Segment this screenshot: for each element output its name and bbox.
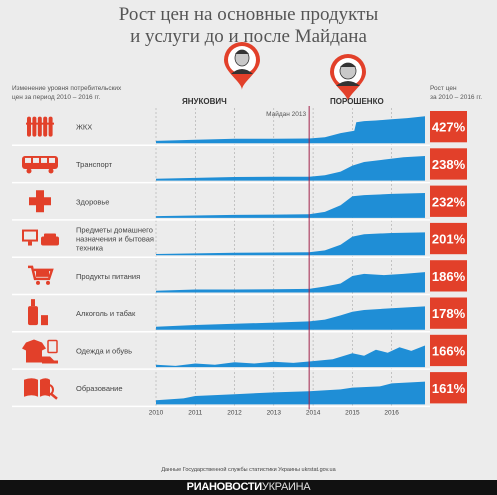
chart-title-line2: и услуги до и после Майдана (130, 26, 367, 47)
total-value: 427% (432, 120, 466, 135)
yanukovych-portrait-icon (231, 49, 253, 74)
tram-icon (22, 155, 58, 174)
series-area (156, 381, 425, 405)
chart-row: Образование 161% (12, 372, 467, 408)
total-value: 232% (432, 194, 466, 209)
x-tick-label: 2010 (149, 409, 164, 416)
source-note: Данные Государственной службы статистики… (161, 467, 336, 473)
chart-row: Здоровье 232% (12, 185, 467, 221)
clothes-shoes-icon (22, 339, 58, 364)
chart-row: Одежда и обувь 166% (12, 334, 467, 370)
category-label: Алкоголь и табак (76, 309, 136, 318)
total-badge (430, 260, 467, 292)
bottle-glass-icon (28, 299, 48, 326)
x-tick-label: 2011 (188, 409, 202, 416)
radiator-icon (26, 116, 54, 137)
total-value: 201% (432, 232, 466, 247)
category-label: Предметы домашнего назначения и бытовая те… (76, 226, 154, 253)
x-tick-label: 2013 (267, 409, 282, 416)
x-axis: 2010 2011 2012 2013 2014 2015 2016 (149, 409, 399, 416)
total-value: 186% (432, 269, 466, 284)
total-badge (430, 297, 467, 329)
yanukovych-marker (224, 42, 260, 90)
poroshenko-portrait-icon (336, 62, 360, 86)
chart-row: Транспорт 238% (12, 148, 467, 184)
footer-brand-secondary: УКРАИНА (261, 481, 311, 493)
footer-brand-main: РИАНОВОСТИ (186, 481, 263, 493)
total-badge (430, 148, 467, 180)
category-label: ЖКХ (76, 123, 92, 132)
left-header-line2: цен за период 2010 – 2016 гг. (12, 94, 100, 101)
series-area (156, 116, 425, 144)
chart-rows: ЖКХ 427% Транспорт 238% Здоровье 232% Предметы… (12, 111, 467, 408)
x-tick-label: 2012 (227, 409, 242, 416)
footer-brand: РИАНОВОСТИУКРАИНА (0, 480, 497, 495)
chart-row: ЖКХ 427% (12, 111, 467, 147)
total-badge (430, 372, 467, 404)
medical-cross-icon (29, 190, 51, 213)
x-tick-label: 2016 (384, 409, 399, 416)
chart-title-line1: Рост цен на основные продукты (118, 4, 379, 25)
tv-sofa-icon (22, 229, 59, 246)
category-label: Одежда и обувь (76, 346, 132, 355)
total-value: 178% (432, 306, 466, 321)
category-label: Продукты питания (76, 272, 140, 281)
president-label-poroshenko: ПОРОШЕНКО (330, 97, 384, 106)
x-tick-label: 2014 (306, 409, 321, 416)
right-header-line2: за 2010 – 2016 гг. (430, 94, 482, 101)
left-header-line1: Изменение уровня потребительских (12, 84, 122, 92)
chart-row: Предметы домашнего назначения и бытовая те… (12, 222, 467, 258)
series-area (156, 193, 425, 218)
series-area (156, 345, 425, 368)
category-label: Образование (76, 384, 123, 393)
total-badge (430, 222, 467, 255)
x-tick-label: 2015 (345, 409, 360, 416)
poroshenko-marker (330, 54, 366, 102)
chart-row: Алкоголь и табак 178% (12, 297, 467, 333)
maidan-label: Майдан 2013 (266, 110, 306, 118)
chart-row: Продукты питания 186% (12, 260, 467, 296)
president-label-yanukovych: ЯНУКОВИЧ (182, 97, 227, 106)
right-header-line1: Рост цен (430, 85, 457, 92)
series-area (156, 272, 425, 293)
total-value: 166% (432, 343, 466, 358)
book-magnifier-icon (24, 378, 58, 400)
total-badge (430, 334, 467, 367)
series-area (156, 156, 425, 181)
chart-title: Рост цен на основные продукты и услуги д… (0, 4, 497, 48)
total-badge (430, 111, 467, 143)
price-growth-chart: Изменение уровня потребительских цен за … (12, 42, 482, 416)
total-value: 238% (432, 157, 466, 172)
category-label: Здоровье (76, 197, 109, 206)
total-badge (430, 185, 467, 217)
series-area (156, 306, 425, 330)
shopping-cart-icon (28, 265, 54, 285)
total-value: 161% (432, 381, 466, 396)
category-label: Транспорт (76, 160, 113, 169)
series-area (156, 232, 425, 256)
